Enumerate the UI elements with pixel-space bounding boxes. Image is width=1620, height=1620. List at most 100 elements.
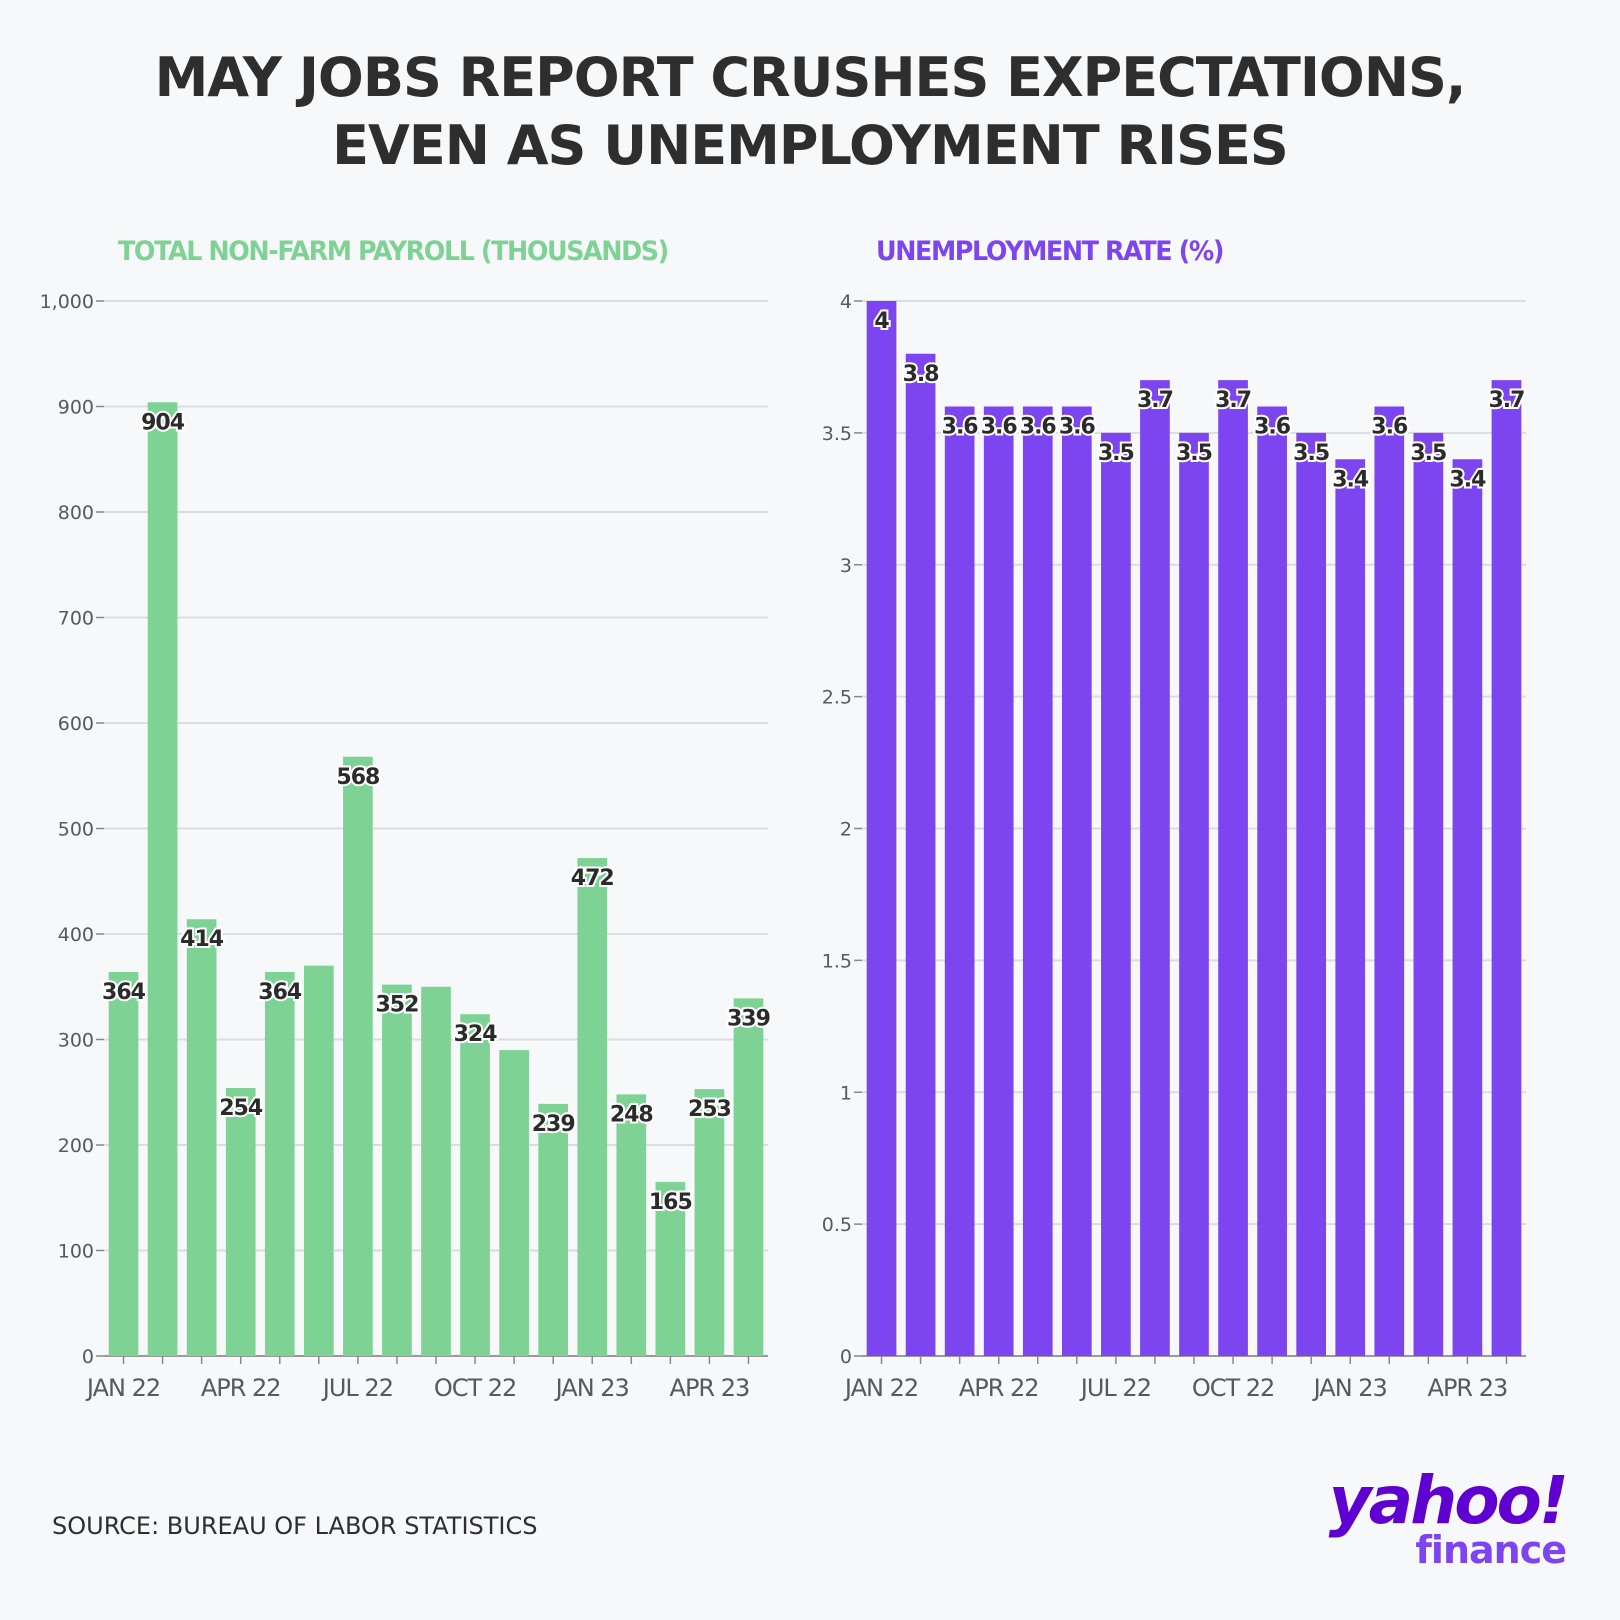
x-tick-label: OCT 22	[434, 1374, 516, 1402]
bar-12	[1296, 432, 1327, 1356]
y-tick-label: 500	[58, 819, 94, 841]
data-label: 165	[649, 1190, 692, 1215]
data-label: 414	[180, 927, 224, 952]
y-tick-label: 3	[840, 555, 852, 577]
source-note: SOURCE: BUREAU OF LABOR STATISTICS	[52, 1512, 538, 1540]
bar-13	[577, 858, 608, 1356]
y-tick-label: 0	[840, 1346, 852, 1368]
unemployment-chart-title: UNEMPLOYMENT RATE (%)	[876, 236, 1224, 267]
y-tick-label: 0	[82, 1346, 94, 1368]
bar-6	[303, 965, 334, 1356]
data-label: 254	[219, 1096, 263, 1121]
bar-2	[147, 402, 178, 1356]
bar-7	[343, 756, 373, 1356]
bar-14	[1374, 406, 1405, 1356]
bar-16	[694, 1089, 725, 1356]
x-tick-label: APR 22	[959, 1374, 1039, 1402]
bar-4	[983, 406, 1014, 1356]
bar-11	[1257, 406, 1287, 1356]
bar-13	[1335, 459, 1366, 1356]
bar-17	[1491, 380, 1522, 1356]
data-label: 339	[727, 1006, 770, 1031]
data-label: 352	[375, 993, 418, 1018]
data-label: 3.7	[1215, 388, 1251, 413]
data-label: 239	[532, 1112, 575, 1137]
y-tick-label: 200	[58, 1135, 94, 1157]
y-tick-label: 1,000	[40, 291, 94, 313]
y-tick-label: 600	[58, 713, 94, 735]
data-label: 364	[102, 980, 146, 1005]
bar-8	[1140, 380, 1170, 1356]
x-tick-label: JUL 22	[321, 1374, 393, 1402]
x-tick-label: JAN 23	[1312, 1374, 1387, 1402]
headline-line-1: MAY JOBS REPORT CRUSHES EXPECTATIONS,	[154, 46, 1467, 109]
data-label: 248	[610, 1102, 653, 1127]
x-tick-label: JAN 22	[85, 1374, 160, 1402]
data-label: 3.7	[1488, 388, 1524, 413]
bar-6	[1061, 406, 1092, 1356]
bar-5	[264, 971, 295, 1356]
y-tick-label: 800	[58, 502, 94, 524]
data-label: 568	[336, 765, 379, 790]
data-label: 3.5	[1176, 441, 1212, 466]
data-label: 324	[454, 1022, 498, 1047]
y-tick-label: 300	[58, 1030, 94, 1052]
bar-7	[1101, 432, 1131, 1356]
data-label: 3.6	[1020, 415, 1057, 440]
data-label: 253	[688, 1097, 731, 1122]
data-label: 3.5	[1410, 441, 1446, 466]
bar-16	[1452, 459, 1483, 1356]
y-tick-label: 2	[840, 819, 852, 841]
bar-15	[1413, 432, 1444, 1356]
bar-12	[538, 1103, 569, 1356]
bar-15	[655, 1181, 686, 1356]
data-label: 3.4	[1332, 467, 1369, 492]
x-tick-label: OCT 22	[1192, 1374, 1274, 1402]
bar-10	[460, 1014, 490, 1356]
data-label: 3.8	[903, 362, 939, 387]
bar-1	[866, 301, 897, 1356]
bar-10	[1218, 380, 1248, 1356]
y-tick-label: 4	[840, 291, 852, 313]
logo-subtitle: finance	[1415, 1528, 1567, 1572]
data-label: 3.6	[1371, 415, 1408, 440]
y-tick-label: 700	[58, 608, 94, 630]
bar-1	[108, 971, 139, 1356]
x-tick-label: JAN 23	[554, 1374, 629, 1402]
bar-2	[905, 353, 936, 1356]
data-label: 3.6	[981, 415, 1018, 440]
data-label: 3.5	[1293, 441, 1329, 466]
logo-wordmark: yahoo!	[1328, 1462, 1569, 1539]
x-tick-label: APR 23	[670, 1374, 750, 1402]
bar-4	[225, 1088, 256, 1356]
data-label: 3.5	[1098, 441, 1134, 466]
y-tick-label: 100	[58, 1241, 94, 1263]
y-tick-label: 0.5	[822, 1214, 852, 1236]
x-tick-label: APR 23	[1428, 1374, 1508, 1402]
bar-9	[421, 986, 451, 1356]
data-label: 3.4	[1449, 467, 1486, 492]
data-label: 364	[258, 980, 302, 1005]
x-tick-label: JUL 22	[1079, 1374, 1151, 1402]
bar-11	[499, 1050, 529, 1356]
bar-5	[1022, 406, 1053, 1356]
x-tick-label: APR 22	[201, 1374, 281, 1402]
bar-14	[616, 1094, 647, 1356]
y-tick-label: 900	[58, 397, 94, 419]
x-tick-label: JAN 22	[843, 1374, 918, 1402]
bar-3	[944, 406, 975, 1356]
yahoo-finance-logo: yahoo! finance	[1296, 1466, 1586, 1576]
data-label: 4	[874, 309, 889, 334]
data-label: 3.6	[1254, 415, 1291, 440]
bar-3	[186, 919, 217, 1356]
y-tick-label: 2.5	[822, 687, 852, 709]
data-label: 3.6	[942, 415, 979, 440]
bar-8	[382, 984, 412, 1356]
y-tick-label: 1.5	[822, 950, 852, 972]
headline: MAY JOBS REPORT CRUSHES EXPECTATIONS, EV…	[40, 44, 1580, 180]
payroll-chart-title: TOTAL NON-FARM PAYROLL (THOUSANDS)	[118, 236, 669, 267]
data-label: 472	[571, 866, 614, 891]
data-label: 3.6	[1059, 415, 1096, 440]
